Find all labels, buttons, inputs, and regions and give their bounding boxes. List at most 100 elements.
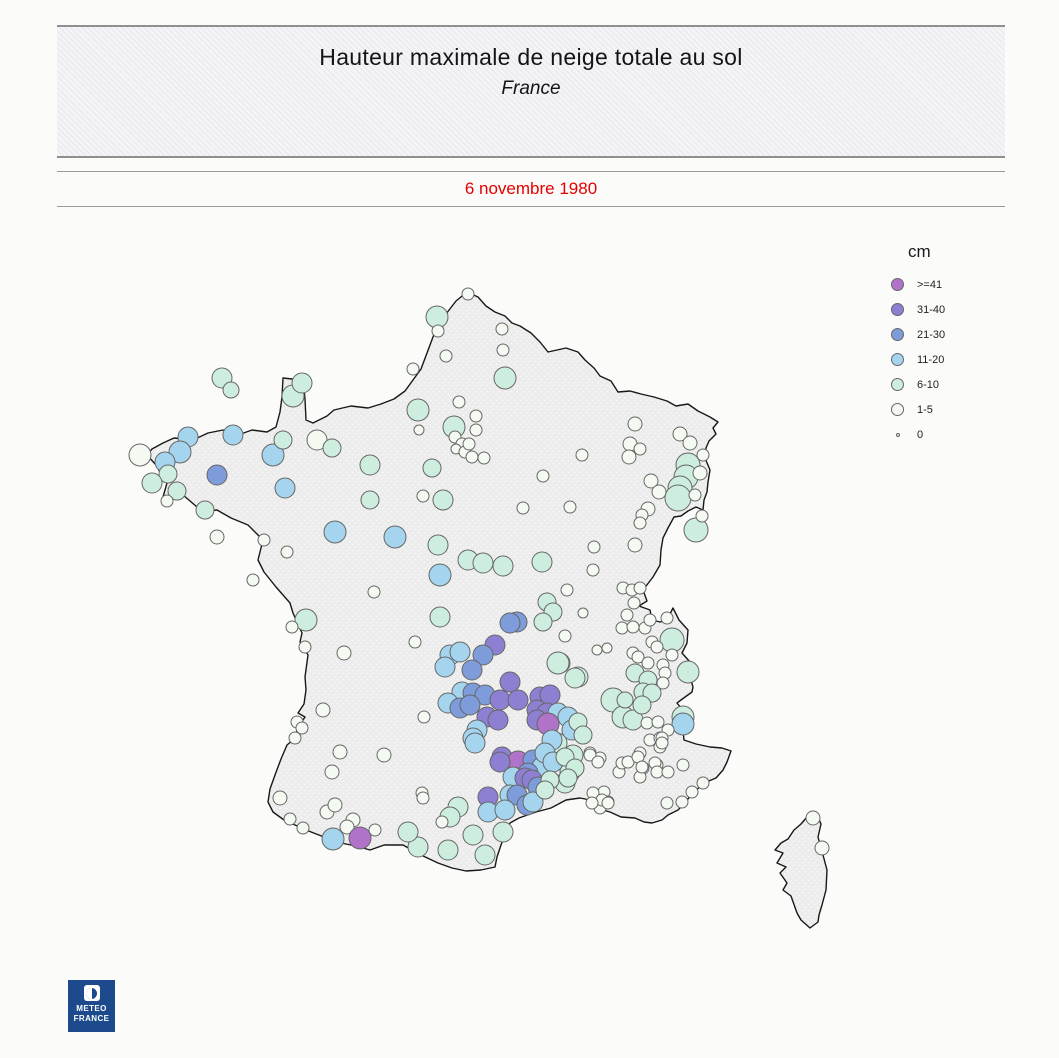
station-dot (695, 509, 709, 523)
station-dot (406, 362, 420, 376)
legend: cm >=41 31-40 21-30 11-20 6-10 1-5 0 (886, 242, 1016, 447)
station-dot (591, 755, 605, 769)
legend-swatch (891, 353, 904, 366)
station-dot (461, 659, 483, 681)
station-dot (427, 534, 449, 556)
station-dot (285, 620, 299, 634)
legend-item-0: >=41 (886, 272, 1016, 297)
station-dot (449, 641, 471, 663)
station-dot (560, 583, 574, 597)
legend-swatch (891, 303, 904, 316)
legend-label: 1-5 (917, 403, 933, 416)
station-dot (407, 836, 429, 858)
station-dot (472, 552, 494, 574)
station-dot (633, 581, 647, 595)
legend-items: >=41 31-40 21-30 11-20 6-10 1-5 0 (886, 272, 1016, 447)
station-dot (477, 451, 491, 465)
station-dot (462, 437, 476, 451)
station-dot (469, 409, 483, 423)
station-dot (376, 747, 392, 763)
meteo-france-logo: METEO FRANCE (68, 980, 115, 1032)
station-dot (280, 545, 294, 559)
station-dot (431, 324, 445, 338)
station-dot (696, 448, 710, 462)
station-dot (339, 819, 355, 835)
station-dot (315, 702, 331, 718)
station-dot (291, 372, 313, 394)
station-dot (296, 821, 310, 835)
station-dot (257, 533, 271, 547)
legend-item-2: 21-30 (886, 322, 1016, 347)
station-dot (696, 776, 710, 790)
station-dot (585, 796, 599, 810)
station-dot (643, 613, 657, 627)
station-dot (493, 366, 517, 390)
station-dot (587, 540, 601, 554)
station-dot (360, 490, 380, 510)
station-dot (601, 796, 615, 810)
station-dot (432, 489, 454, 511)
station-dot (160, 494, 174, 508)
station-dot (168, 440, 192, 464)
legend-label: 31-40 (917, 303, 946, 316)
station-dot (682, 435, 698, 451)
station-dot (324, 764, 340, 780)
station-dot (631, 650, 645, 664)
station-dot (627, 537, 643, 553)
station-dot (633, 516, 647, 530)
station-dot (620, 608, 634, 622)
station-dot (564, 667, 586, 689)
station-dot (417, 710, 431, 724)
station-dot (621, 449, 637, 465)
station-dot (643, 473, 659, 489)
page-subtitle: France (501, 78, 561, 99)
station-dot (546, 651, 570, 675)
station-dot (272, 790, 288, 806)
station-dot (209, 529, 225, 545)
legend-swatch (891, 328, 904, 341)
station-dot (461, 287, 475, 301)
station-dot (575, 448, 589, 462)
station-dot (659, 627, 685, 653)
station-dot (632, 695, 652, 715)
station-dot (635, 760, 649, 774)
logo-text: METEO FRANCE (74, 1004, 110, 1024)
station-dot (656, 676, 670, 690)
station-dot (462, 824, 484, 846)
station-dot (452, 395, 466, 409)
date-banner: 6 novembre 1980 (57, 171, 1005, 207)
station-dot (459, 694, 481, 716)
legend-label: 0 (917, 428, 924, 441)
station-dot (434, 656, 456, 678)
station-dot (685, 785, 699, 799)
station-dot (167, 481, 187, 501)
station-dot (464, 732, 486, 754)
station-dot (487, 709, 509, 731)
station-dot (627, 596, 641, 610)
station-dots-layer (128, 287, 830, 866)
station-dot (222, 381, 240, 399)
station-dot (665, 648, 679, 662)
station-dot (383, 525, 407, 549)
station-dot (591, 644, 603, 656)
station-dot (522, 791, 544, 813)
legend-item-5: 1-5 (886, 397, 1016, 422)
page-title: Hauteur maximale de neige totale au sol (319, 44, 743, 70)
station-dot (406, 398, 430, 422)
station-dot (435, 815, 449, 829)
station-dot (336, 645, 352, 661)
station-dot (577, 607, 589, 619)
station-dot (295, 721, 309, 735)
station-dot (492, 821, 514, 843)
station-dot (655, 736, 669, 750)
legend-title: cm (908, 242, 931, 261)
station-dot (805, 810, 821, 826)
station-dot (492, 555, 514, 577)
station-dot (465, 450, 479, 464)
logo-line1: METEO (76, 1004, 107, 1013)
legend-swatch (895, 432, 900, 437)
station-dot (437, 839, 459, 861)
station-dot (489, 751, 511, 773)
station-dot (558, 768, 578, 788)
